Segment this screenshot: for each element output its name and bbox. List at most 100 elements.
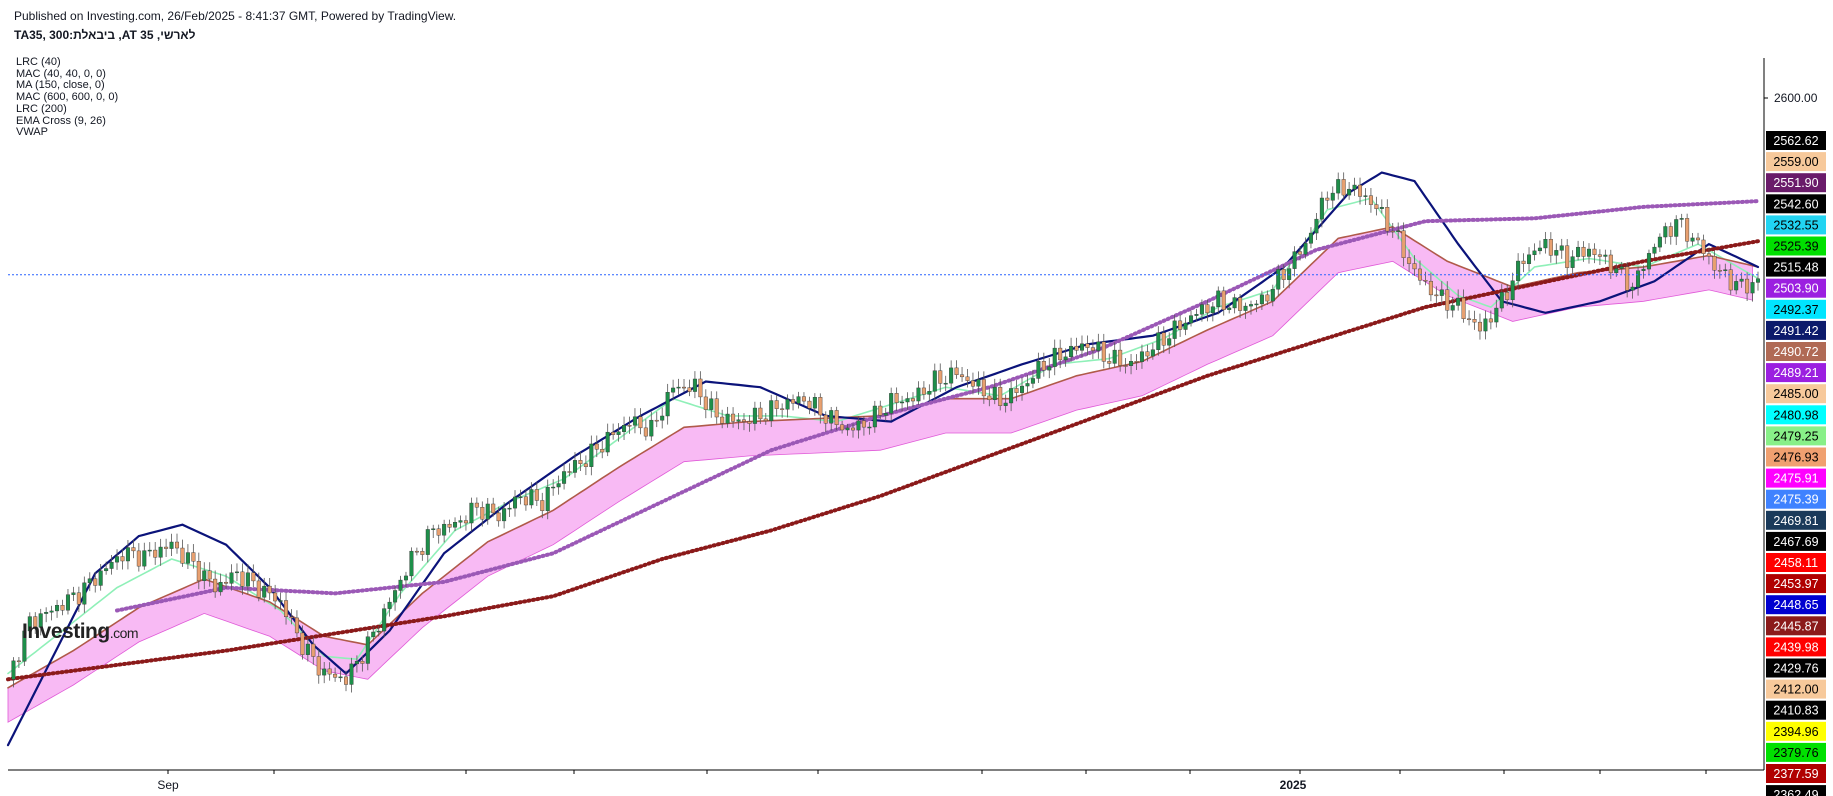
candle-body bbox=[1314, 218, 1319, 234]
candle-body bbox=[687, 387, 692, 392]
candle-body bbox=[82, 582, 87, 605]
candle-body bbox=[540, 500, 545, 512]
candle-body bbox=[1248, 304, 1253, 307]
candle-body bbox=[1396, 230, 1401, 232]
candle-body bbox=[785, 399, 790, 410]
candle-body bbox=[992, 386, 997, 400]
candle-body bbox=[207, 570, 212, 580]
indicator-vwap[interactable]: VWAP bbox=[16, 126, 48, 139]
candle-body bbox=[1445, 289, 1450, 311]
candle-body bbox=[927, 391, 932, 395]
candle-body bbox=[382, 608, 387, 632]
candle-body bbox=[1505, 292, 1510, 301]
candle-body bbox=[1646, 253, 1651, 270]
candle-body bbox=[883, 413, 888, 416]
indicator-mac40[interactable]: MAC (40, 40, 0, 0) bbox=[16, 67, 106, 80]
candle-body bbox=[300, 632, 305, 655]
candle-body bbox=[676, 386, 681, 389]
candle-body bbox=[600, 449, 605, 453]
candle-body bbox=[671, 387, 676, 393]
candle-body bbox=[458, 520, 463, 523]
logo-main: Investing bbox=[22, 620, 110, 643]
candle-body bbox=[1750, 282, 1755, 294]
candle-body bbox=[202, 570, 207, 581]
indicator-lrc40[interactable]: LRC (40) bbox=[16, 56, 61, 68]
candle-body bbox=[322, 668, 327, 676]
candle-body bbox=[736, 419, 741, 422]
candle-body bbox=[1221, 290, 1226, 310]
candle-body bbox=[371, 631, 376, 637]
candle-body bbox=[932, 370, 937, 392]
candle-body bbox=[943, 382, 948, 385]
candle-body bbox=[1548, 239, 1553, 256]
price-label-bg bbox=[1766, 616, 1826, 636]
candle-body bbox=[409, 550, 414, 577]
candle-body bbox=[1276, 269, 1281, 290]
price-label-bg bbox=[1766, 426, 1826, 446]
candle-body bbox=[27, 616, 32, 632]
candle-body bbox=[949, 367, 954, 384]
candle-body bbox=[1189, 315, 1194, 324]
price-label-bg bbox=[1766, 236, 1826, 256]
investing-logo: Investing.com bbox=[22, 620, 139, 644]
candle-body bbox=[153, 549, 158, 558]
candle-body bbox=[109, 561, 114, 569]
candle-body bbox=[1679, 218, 1684, 220]
candle-body bbox=[1701, 239, 1706, 254]
candle-body bbox=[529, 489, 534, 506]
candle-body bbox=[1079, 343, 1084, 351]
indicator-mac600[interactable]: MAC (600, 600, 0, 0) bbox=[16, 91, 119, 104]
candle-body bbox=[1428, 280, 1433, 296]
candle-body bbox=[1112, 349, 1117, 364]
candle-body bbox=[1745, 278, 1750, 294]
candle-body bbox=[970, 380, 975, 387]
candle-body bbox=[1510, 280, 1515, 301]
candle-body bbox=[643, 427, 648, 437]
price-label-bg bbox=[1766, 531, 1826, 551]
candle-body bbox=[294, 617, 299, 634]
price-label: 2480.98 bbox=[1773, 408, 1818, 422]
time-axis: Sep 2025 bbox=[157, 770, 1707, 792]
candle-body bbox=[1554, 250, 1559, 256]
candle-body bbox=[807, 400, 812, 409]
candle-body bbox=[251, 572, 256, 582]
price-label-bg bbox=[1766, 742, 1826, 762]
indicator-ma150[interactable]: MA (150, close, 0) bbox=[16, 79, 105, 92]
candle-body bbox=[878, 405, 883, 416]
candle-body bbox=[387, 601, 392, 609]
candle-body bbox=[224, 581, 229, 584]
candle-body bbox=[987, 395, 992, 400]
candle-body bbox=[1058, 347, 1063, 361]
price-label: 2491.42 bbox=[1773, 324, 1818, 338]
candle-body bbox=[1150, 349, 1155, 357]
candle-body bbox=[1287, 268, 1292, 280]
candle-body bbox=[136, 550, 141, 567]
candle-body bbox=[916, 387, 921, 402]
candle-body bbox=[436, 528, 441, 536]
price-label-bg bbox=[1766, 553, 1826, 572]
candle-body bbox=[1308, 232, 1313, 244]
candle-body bbox=[60, 605, 65, 611]
candle-body bbox=[605, 431, 610, 453]
price-label: 2551.90 bbox=[1773, 176, 1818, 190]
candle-body bbox=[665, 392, 670, 417]
candle-body bbox=[791, 399, 796, 404]
indicator-ema-cross[interactable]: EMA Cross (9, 26) bbox=[16, 114, 106, 127]
candle-body bbox=[714, 398, 719, 418]
candle-body bbox=[851, 427, 856, 431]
candle-body bbox=[616, 431, 621, 435]
candle-body bbox=[196, 560, 201, 581]
price-label: 2476.93 bbox=[1773, 451, 1818, 465]
candle-body bbox=[175, 541, 180, 549]
indicator-lrc200[interactable]: LRC (200) bbox=[16, 102, 67, 115]
candle-body bbox=[142, 550, 147, 567]
candle-body bbox=[305, 643, 310, 655]
candle-body bbox=[485, 503, 490, 520]
candle-body bbox=[682, 386, 687, 389]
candle-body bbox=[905, 398, 910, 403]
candle-body bbox=[169, 541, 174, 549]
candle-body bbox=[1652, 246, 1657, 254]
candle-body bbox=[1603, 254, 1608, 257]
candle-body bbox=[1734, 281, 1739, 291]
